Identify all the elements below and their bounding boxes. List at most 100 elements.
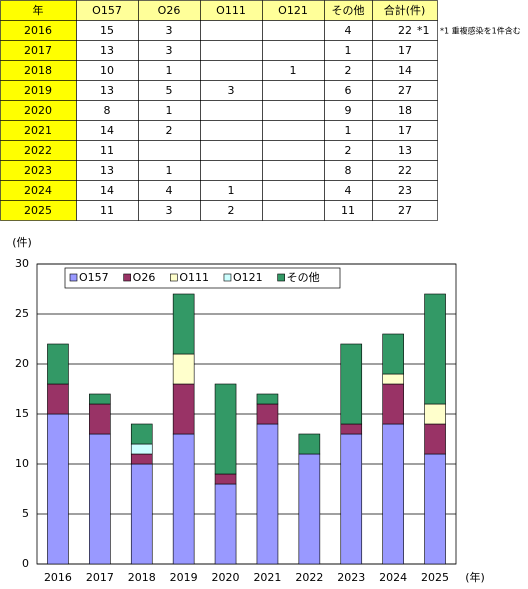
bar-segment [47,343,69,385]
cell-text: 1 [290,64,297,77]
cell-text: 22 [398,164,412,177]
cell-text: 2 [345,144,352,157]
table-cell [200,100,263,121]
cell-text: 2022 [24,144,52,157]
cell-text: 1 [166,164,173,177]
cell-text: 2021 [24,124,52,137]
bar-segment [256,423,279,565]
cell-text: 13 [100,164,114,177]
y-tick-label: 20 [15,357,29,370]
cell-text: 8 [104,104,111,117]
bar-segment [172,433,195,565]
cell-text: 4 [166,184,173,197]
cell-text: 22 [398,24,412,37]
header-text: 合計(件) [384,3,426,17]
x-tick-label: 2017 [86,571,114,584]
x-tick-label: 2022 [295,571,323,584]
legend-label: O111 [179,271,209,284]
bar-segment [382,373,404,385]
bar-segment [256,393,279,405]
table-cell [262,140,325,161]
header-text: O26 [158,4,181,17]
cell-text: 2025 [24,204,52,217]
x-tick-label: 2020 [212,571,240,584]
cell-text: 14 [100,184,114,197]
cell-text: 1 [166,64,173,77]
x-tick-label: 2025 [421,571,449,584]
legend-swatch [123,273,131,282]
cell-text: 13 [398,144,412,157]
bar-segment [340,433,363,565]
header-text: O121 [278,4,308,17]
cell-text: 13 [100,44,114,57]
cell-text: 2 [345,64,352,77]
cell-text: 10 [100,64,114,77]
bar-segment [214,473,237,485]
x-axis-label: (年) [465,570,485,584]
table-cell [200,160,263,181]
y-axis-label: (件) [12,236,32,249]
cell-text: 9 [345,104,352,117]
y-tick-label: 10 [15,457,29,470]
header-text: O111 [216,4,246,17]
cell-text: 3 [166,204,173,217]
cell-text: 5 [166,84,173,97]
cell-text: 27 [398,204,412,217]
bar-segment [382,333,404,375]
cell-text: 2 [228,204,235,217]
cell-text: 6 [345,84,352,97]
bar-segment [382,383,404,425]
table-cell [200,140,263,161]
table-cell [200,40,263,61]
table-cell [262,100,325,121]
y-tick-label: 5 [22,507,29,520]
y-tick-label: 0 [22,557,29,570]
cell-text: 2024 [24,184,52,197]
cell-text: 1 [166,104,173,117]
footnote: *1 重複感染を1件含む [440,26,521,36]
cell-text: 8 [345,164,352,177]
bar-segment [340,343,363,425]
cell-text: 17 [398,44,412,57]
bar-segment [382,423,404,565]
cell-text: 17 [398,124,412,137]
cell-text: 1 [345,44,352,57]
cell-text: 27 [398,84,412,97]
bar-segment [298,453,321,565]
table-cell [262,160,325,181]
table-cell [262,180,325,201]
legend-label: O26 [133,271,156,284]
cell-text: 14 [398,64,412,77]
cell-text: 2023 [24,164,52,177]
cell-text: 3 [166,24,173,37]
bar-segment [340,423,363,435]
cell-text: 23 [398,184,412,197]
legend-swatch [69,273,78,282]
cell-text: 11 [341,204,355,217]
bar-segment [424,423,446,455]
bar-segment [47,383,69,415]
bar-segment [214,483,237,565]
bar-segment [256,403,279,425]
table-cell [200,120,263,141]
cell-text: 14 [100,124,114,137]
header-text: O157 [92,4,122,17]
bar-segment [130,423,153,445]
header-text: 年 [33,3,44,17]
cell-text: 2 [166,124,173,137]
x-tick-label: 2024 [379,571,407,584]
table-cell [262,20,325,41]
bar-segment [130,443,153,455]
bar-segment [172,293,195,355]
cell-text: 13 [100,84,114,97]
legend-box [64,267,341,289]
bar-segment [424,453,446,565]
bar-segment [47,413,69,565]
bar-segment [298,433,321,455]
footnote-marker: *1 [417,24,430,37]
cell-text: 3 [166,44,173,57]
legend-swatch [223,273,232,282]
bar-segment [130,463,153,565]
x-tick-label: 2023 [337,571,365,584]
